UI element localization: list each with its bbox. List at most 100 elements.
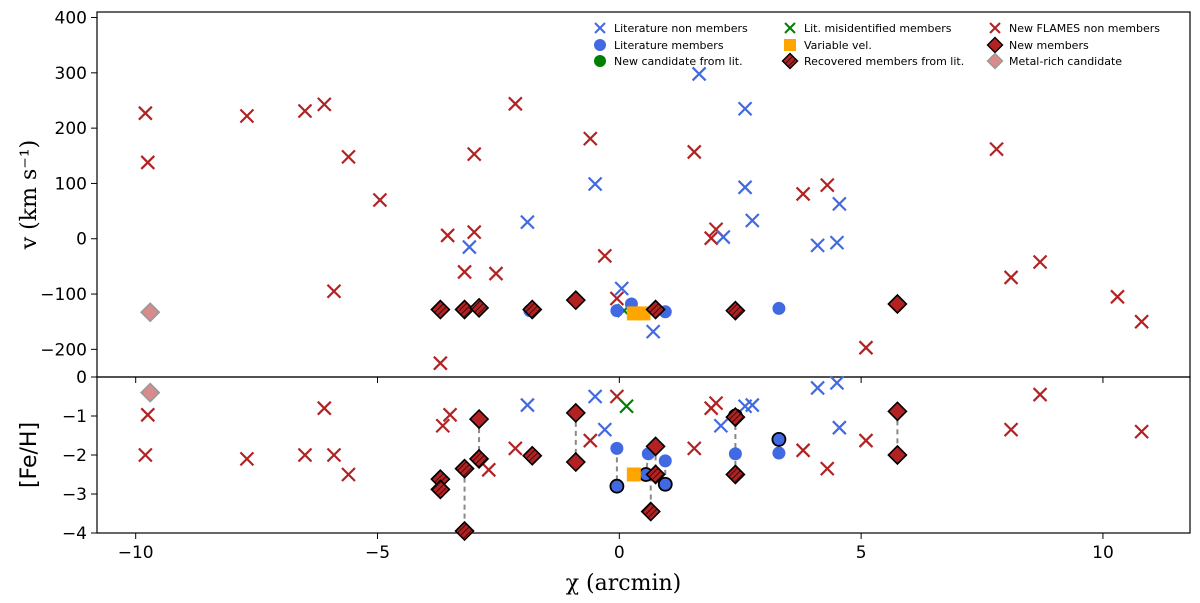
new-member-velocity-point [887,293,908,315]
flames-nonmember-velocity-point [609,291,625,306]
legend-entry-recovered: Recovered members from lit. [781,52,964,70]
flames-nonmember-feh-point-stroke [858,433,874,448]
lit-member-feh-point [610,441,624,455]
flames-nonmember-velocity-point-stroke [708,222,724,237]
legend-entry-flames-nonmember: New FLAMES non members [989,22,1160,35]
flames-nonmember-feh-point-stroke [435,418,451,434]
flames-nonmember-feh-point [687,441,702,456]
flames-nonmember-velocity-point [583,131,598,146]
flames-nonmember-velocity-point [597,248,613,264]
recovered-feh-point [468,448,490,470]
flames-nonmember-feh-point [820,461,835,476]
legend-marker [594,55,606,67]
flames-nonmember-feh-point [435,418,451,434]
flames-nonmember-feh-point [481,462,497,478]
flames-nonmember-velocity-point [989,141,1004,157]
flames-nonmember-velocity-point [1003,270,1019,285]
flames-nonmember-velocity-point [703,230,719,246]
lit-nonmember-velocity-point-stroke [829,235,845,250]
flames-nonmember-feh-point-stroke [583,433,598,448]
lit-nonmember-velocity-point-stroke [716,229,731,245]
lit-nonmember-velocity-point [520,214,535,230]
recovered-velocity-point [430,299,451,320]
flames-nonmember-feh-point-stroke [297,447,313,463]
flames-nonmember-velocity-point-stroke [1110,289,1125,305]
recovered-feh-point [522,445,543,466]
velocity-y-tick-label: 200 [55,119,87,139]
flames-nonmember-velocity-point-stroke [989,141,1004,157]
lit-nonmember-feh-point [745,397,760,413]
recovered-feh-point [454,458,475,479]
legend-marker [594,22,606,34]
lit-nonmember-velocity-point-stroke [745,213,760,228]
lit-nonmember-velocity-point [587,176,603,192]
flames-nonmember-feh-point-stroke [609,389,625,404]
flames-nonmember-velocity-point [440,228,455,243]
lit-nonmember-velocity-point [691,66,707,82]
flames-nonmember-velocity-point-stroke [609,291,625,306]
flames-nonmember-velocity-point-stroke [341,149,356,165]
flames-nonmember-velocity-point-stroke [687,144,702,160]
recovered-velocity-point [645,299,666,320]
flames-nonmember-feh-point-stroke [239,451,255,467]
lit-misidentified-feh-point-stroke [619,398,634,414]
velocity-axis-label: v (km s⁻¹) [17,140,42,251]
flames-nonmember-feh-point-stroke [341,467,356,482]
flames-nonmember-feh-point [1134,424,1149,439]
flames-nonmember-feh-point [508,441,523,456]
flames-nonmember-velocity-point [488,266,504,281]
flames-nonmember-velocity-point-stroke [466,224,482,240]
lit-nonmember-feh-point-stroke [829,375,845,391]
flames-nonmember-feh-point-stroke [687,441,702,456]
flames-nonmember-feh-point [138,447,153,463]
flames-nonmember-feh-point-stroke [140,407,156,423]
lit-member-feh-point [658,454,672,468]
lit-nonmember-feh-point [713,418,729,434]
legend-label: Literature non members [614,22,748,35]
flames-nonmember-velocity-point [687,144,702,160]
new-member-feh-point [565,402,586,424]
feh-y-tick-label: 0 [76,368,87,388]
flames-nonmember-velocity-point-stroke [297,103,313,119]
feh-axis-label: [Fe/H] [17,422,42,488]
lit-member-feh-point [772,446,786,460]
legend-marker [784,22,796,34]
lit-member-outlined-feh-point [609,478,625,494]
flames-nonmember-velocity-point [341,149,356,165]
new-member-feh-point [468,408,490,430]
new-member-velocity-point [565,289,586,311]
velocity-y-tick-label: −200 [40,340,87,360]
legend-label: Literature members [614,39,724,52]
flames-nonmember-feh-point [708,395,724,411]
lit-nonmember-velocity-point [737,180,753,195]
legend-entry-variable: Variable vel. [784,39,872,52]
recovered-feh-point [725,407,746,428]
new-member-feh-point [887,401,908,422]
lit-member-outlined-feh-point [771,431,787,447]
flames-nonmember-velocity-point [1110,289,1125,305]
lit-nonmember-velocity-point [829,235,845,250]
flames-nonmember-velocity-point-stroke [508,96,523,112]
lit-nonmember-feh-point-stroke [597,422,613,437]
feh-y-tick-label: −2 [62,446,87,466]
flames-nonmember-feh-point [239,451,255,467]
legend-marker [986,52,1004,70]
flames-nonmember-velocity-point-stroke [820,177,835,193]
legend-label: Variable vel. [804,39,872,52]
flames-nonmember-feh-point [341,467,356,482]
lit-nonmember-velocity-point-stroke [645,324,661,339]
flames-nonmember-velocity-point [326,284,342,299]
flames-nonmember-velocity-point-stroke [372,192,388,208]
lit-nonmember-velocity-point-stroke [691,66,707,82]
lit-nonmember-feh-point-stroke [745,397,760,413]
lit-nonmember-velocity-point-stroke [737,101,753,117]
legend-marker [784,39,796,51]
legend-entry-new-candidate: New candidate from lit. [594,55,743,68]
flames-nonmember-velocity-point-stroke [597,248,613,264]
flames-nonmember-velocity-point-stroke [239,108,255,124]
legend-label: Lit. misidentified members [804,22,952,35]
flames-nonmember-velocity-point-stroke [440,228,455,243]
flames-nonmember-velocity-point [466,146,482,162]
